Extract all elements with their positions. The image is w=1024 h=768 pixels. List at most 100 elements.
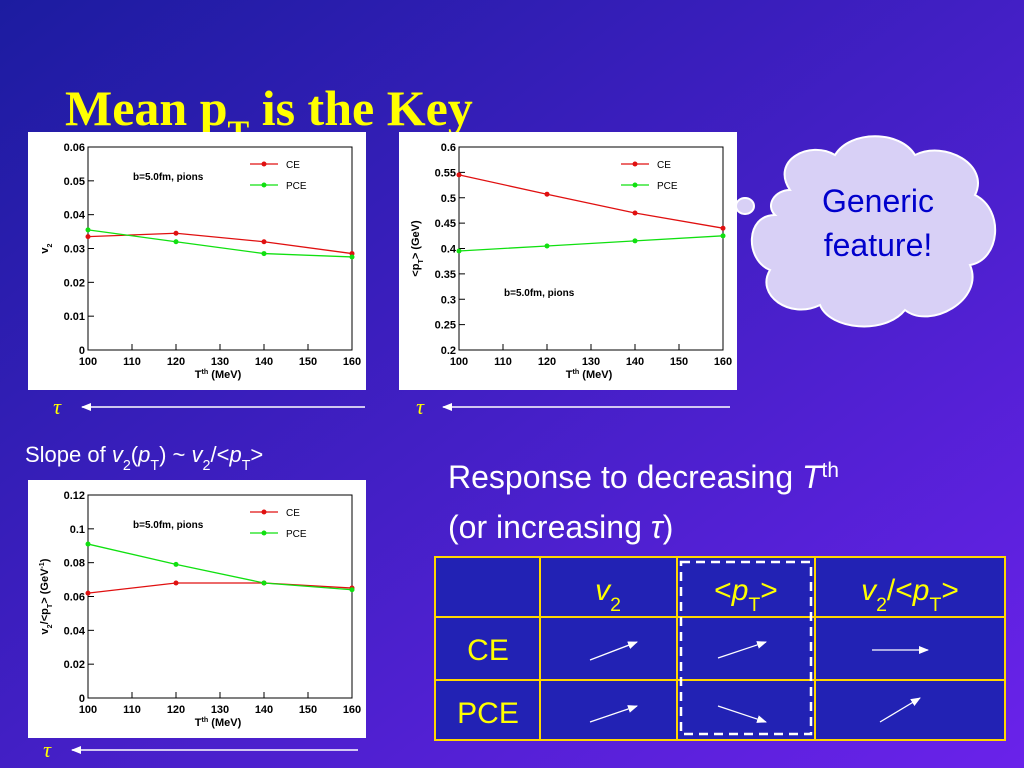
trend-arrow <box>879 697 921 723</box>
x-tick-label: 140 <box>626 356 644 368</box>
x-tick-label: 120 <box>167 704 185 716</box>
x-tick-label: 100 <box>450 356 468 368</box>
text-run: v <box>39 627 51 634</box>
cloud-shape <box>750 135 997 328</box>
text-run: v <box>861 574 878 607</box>
y-tick-label: 0.55 <box>435 167 456 179</box>
y-tick-label: 0.25 <box>435 320 456 332</box>
text-run: p <box>731 574 749 607</box>
legend-marker <box>632 161 638 167</box>
y-tick-label: 0.06 <box>64 142 85 154</box>
text-run: 2 <box>46 624 54 628</box>
data-point <box>544 191 550 197</box>
chart: 100 110 120 130 140 150 160 0 0.02 0.04 0.06 0.08 0.… <box>28 480 366 738</box>
text-run: /< <box>887 574 913 607</box>
y-tick-label: 0.1 <box>70 524 85 536</box>
legend-label: PCE <box>286 181 307 192</box>
series-line <box>87 229 353 258</box>
data-point <box>173 239 179 245</box>
slope-text: Slope of v2(pT) ~ v2/<pT> <box>25 442 263 474</box>
y-tick-label: 0.01 <box>64 311 85 323</box>
x-tick-label: 160 <box>343 704 361 716</box>
chart: 100 110 120 130 140 150 160 0 0.01 0.02 0.03 0.04 0.… <box>28 132 366 390</box>
series-line <box>87 543 353 591</box>
y-tick-label: 0 <box>79 345 85 357</box>
text-run: ) <box>39 558 51 562</box>
data-point <box>632 210 638 216</box>
y-tick-label: 0.02 <box>64 277 85 289</box>
x-tick-label: 140 <box>255 704 273 716</box>
data-point <box>544 243 550 249</box>
response-text: (or increasing τ) <box>448 509 673 545</box>
x-tick-label: 110 <box>494 356 512 368</box>
text-run: T <box>46 603 54 608</box>
y-tick-label: 0.06 <box>64 592 85 604</box>
plot-frame <box>87 146 353 351</box>
data-point <box>261 239 267 245</box>
x-tick-label: 130 <box>211 356 229 368</box>
series-line <box>87 232 353 255</box>
text-run: T <box>242 458 251 474</box>
data-point <box>720 225 726 231</box>
data-point <box>85 227 91 233</box>
x-tick-label: 150 <box>299 704 317 716</box>
trend-arrow <box>589 705 638 723</box>
text-run: T <box>929 594 941 616</box>
data-point <box>85 234 91 240</box>
text-run: ( <box>131 442 139 467</box>
legend-label: CE <box>286 508 300 519</box>
text-run: p <box>137 442 150 467</box>
annotation: b=5.0fm, pions <box>133 520 204 531</box>
legend-label: PCE <box>286 529 307 540</box>
y-axis-label: v2/<pT> (GeV-1) <box>38 558 54 634</box>
table-header: v2 <box>595 574 621 616</box>
series-line <box>87 582 353 594</box>
text-run: 2 <box>46 243 54 247</box>
data-point <box>349 254 355 260</box>
text-run: 2 <box>610 594 621 616</box>
data-point <box>632 238 638 244</box>
text-run: > <box>250 442 263 467</box>
legend-label: CE <box>286 160 300 171</box>
series-line <box>458 235 724 252</box>
trend-arrow <box>589 641 638 661</box>
text-run: v <box>192 442 205 467</box>
text-run: is the Key <box>249 80 473 136</box>
y-tick-label: 0.12 <box>64 490 85 502</box>
text-run: Response to decreasing <box>448 459 802 495</box>
plot-frame <box>87 494 353 699</box>
x-tick-label: 150 <box>299 356 317 368</box>
y-tick-label: 0.04 <box>64 210 86 222</box>
data-point <box>456 172 462 178</box>
cloud-text: Generic <box>822 183 934 219</box>
slide-title: Mean pT is the Key <box>65 80 473 151</box>
y-tick-label: 0.45 <box>435 218 456 230</box>
table: v2 <pT> v2/<pT> CE PCE <box>434 556 1006 741</box>
cloud-bubble <box>735 197 755 215</box>
data-point <box>85 541 91 547</box>
tau-label: τ <box>416 394 425 419</box>
text-run: th <box>572 368 579 376</box>
text-run: T <box>802 459 824 495</box>
y-tick-label: 0.02 <box>64 659 85 671</box>
x-tick-label: 140 <box>255 356 273 368</box>
text-run: <p <box>410 263 422 276</box>
y-tick-label: 0.6 <box>441 142 456 154</box>
data-point <box>173 230 179 236</box>
y-axis-label: v2 <box>39 243 54 253</box>
trend-arrow <box>717 641 767 659</box>
cloud-text: feature! <box>824 227 933 263</box>
text-run: v <box>39 247 51 254</box>
x-axis-label: Tth (MeV) <box>195 368 242 381</box>
text-run: v <box>595 574 612 607</box>
legend-label: PCE <box>657 181 678 192</box>
x-tick-label: 150 <box>670 356 688 368</box>
text-run: (MeV) <box>579 369 612 381</box>
text-run: p <box>912 574 930 607</box>
text-run: p <box>228 442 241 467</box>
annotation: b=5.0fm, pions <box>504 288 575 299</box>
text-run: (MeV) <box>208 369 241 381</box>
text-run: (or increasing <box>448 509 651 545</box>
y-tick-label: 0.35 <box>435 269 456 281</box>
data-point <box>173 580 179 586</box>
